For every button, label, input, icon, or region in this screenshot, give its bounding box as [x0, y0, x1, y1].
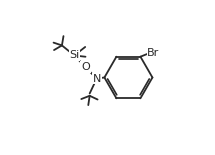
Text: O: O — [81, 62, 90, 72]
Text: N: N — [92, 74, 101, 84]
Text: Br: Br — [147, 48, 160, 58]
Text: Si: Si — [69, 51, 80, 60]
